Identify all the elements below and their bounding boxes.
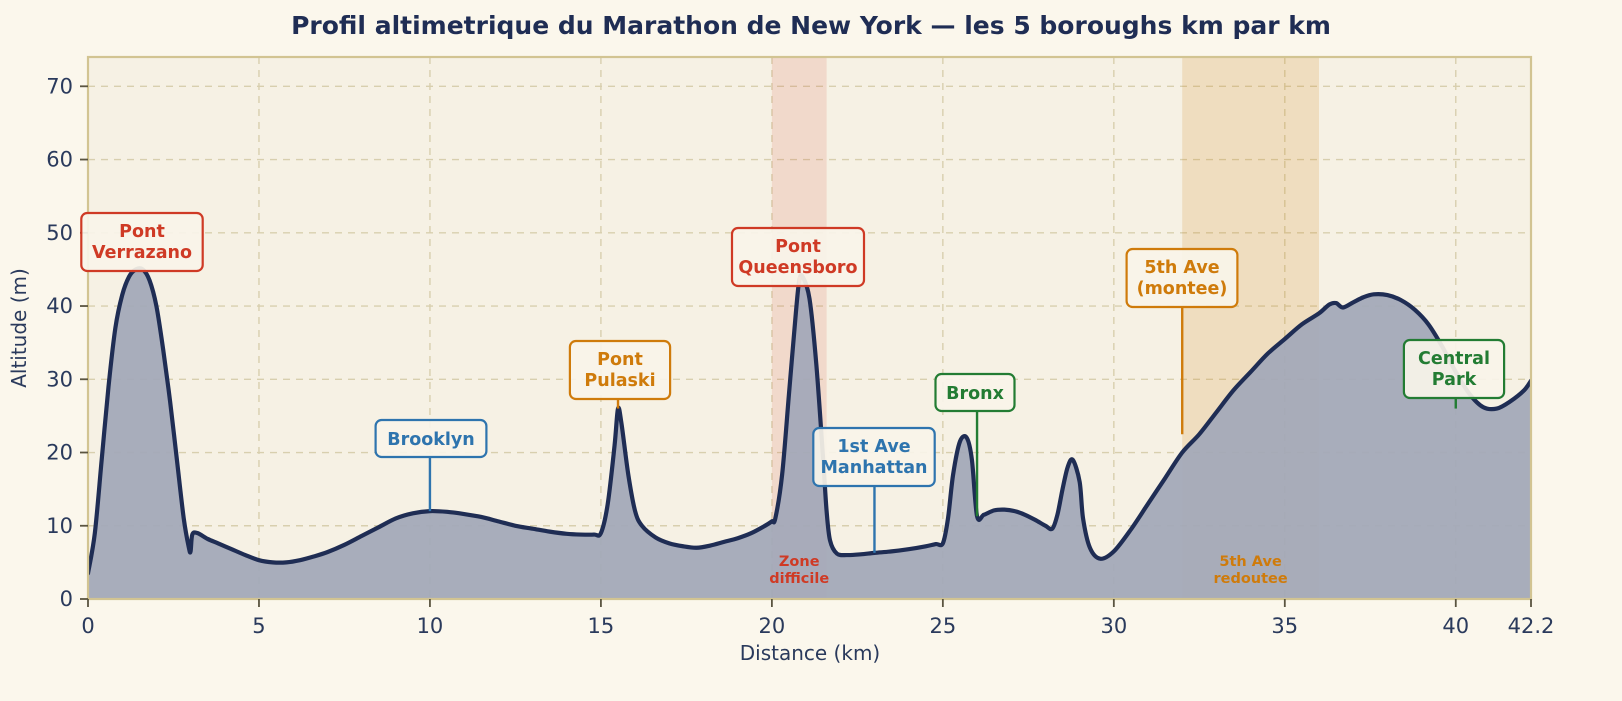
x-tick-label: 25 (929, 614, 956, 638)
y-tick-label: 0 (60, 587, 73, 611)
annotation-label: Verrazano (92, 243, 192, 263)
annotation-box (80, 211, 204, 273)
annotation-box (1402, 338, 1506, 400)
chart-title: Profil altimetrique du Marathon de New Y… (291, 11, 1331, 40)
annotation-box (1125, 247, 1239, 309)
y-axis-title: Altitude (m) (7, 268, 31, 388)
x-tick-label: 10 (417, 614, 444, 638)
y-tick-label: 50 (46, 221, 73, 245)
annotation-label: Pont (119, 222, 165, 242)
annotation-label: (montee) (1137, 279, 1228, 299)
point-annotations: PontVerrazanoBrooklynPontPulaskiPontQuee… (80, 211, 1506, 553)
y-tick-label: 20 (46, 441, 73, 465)
plot-border (86, 55, 1533, 601)
y-tick-label: 10 (46, 514, 73, 538)
x-axis-ticks: 0 5 10 15 20 25 30 35 40 42.2 (81, 599, 1554, 638)
x-tick-label: 5 (252, 614, 265, 638)
annotation-label: Pulaski (584, 371, 655, 391)
annotation-label: Queensboro (738, 258, 857, 278)
annotation-label: Brooklyn (387, 430, 475, 450)
span-caption-line: 5th Ave (1219, 554, 1282, 570)
y-tick-label: 60 (46, 148, 73, 172)
annotation-label: Manhattan (821, 458, 928, 478)
span-caption-line: Zone (779, 554, 820, 570)
y-tick-label: 40 (46, 294, 73, 318)
annotation-box (374, 418, 488, 459)
annotation-box (812, 426, 936, 488)
x-tick-label: 42.2 (1508, 614, 1555, 638)
x-tick-label: 20 (759, 614, 786, 638)
span-caption-line: redoutee (1213, 571, 1287, 587)
x-tick-label: 15 (588, 614, 615, 638)
span-caption-line: difficile (769, 571, 829, 587)
annotation-label: Pont (597, 350, 643, 370)
annotation-box (568, 339, 672, 401)
y-axis-ticks: 0 10 20 30 40 50 60 70 (46, 74, 88, 611)
annotation-box (730, 226, 866, 288)
x-tick-label: 0 (81, 614, 94, 638)
x-tick-label: 30 (1100, 614, 1127, 638)
annotation-box (934, 372, 1016, 413)
annotation-label: 1st Ave (837, 437, 910, 457)
annotation-label: Bronx (946, 384, 1004, 404)
elevation-area-fill (88, 268, 1531, 599)
x-tick-label: 35 (1271, 614, 1298, 638)
annotation-label: 5th Ave (1144, 258, 1219, 278)
annotation-label: Pont (775, 237, 821, 257)
x-tick-label: 40 (1442, 614, 1469, 638)
x-axis-title: Distance (km) (740, 641, 880, 665)
annotation-label: Park (1432, 370, 1477, 390)
y-tick-label: 70 (46, 74, 73, 98)
y-tick-label: 30 (46, 367, 73, 391)
annotation-label: Central (1418, 349, 1490, 369)
